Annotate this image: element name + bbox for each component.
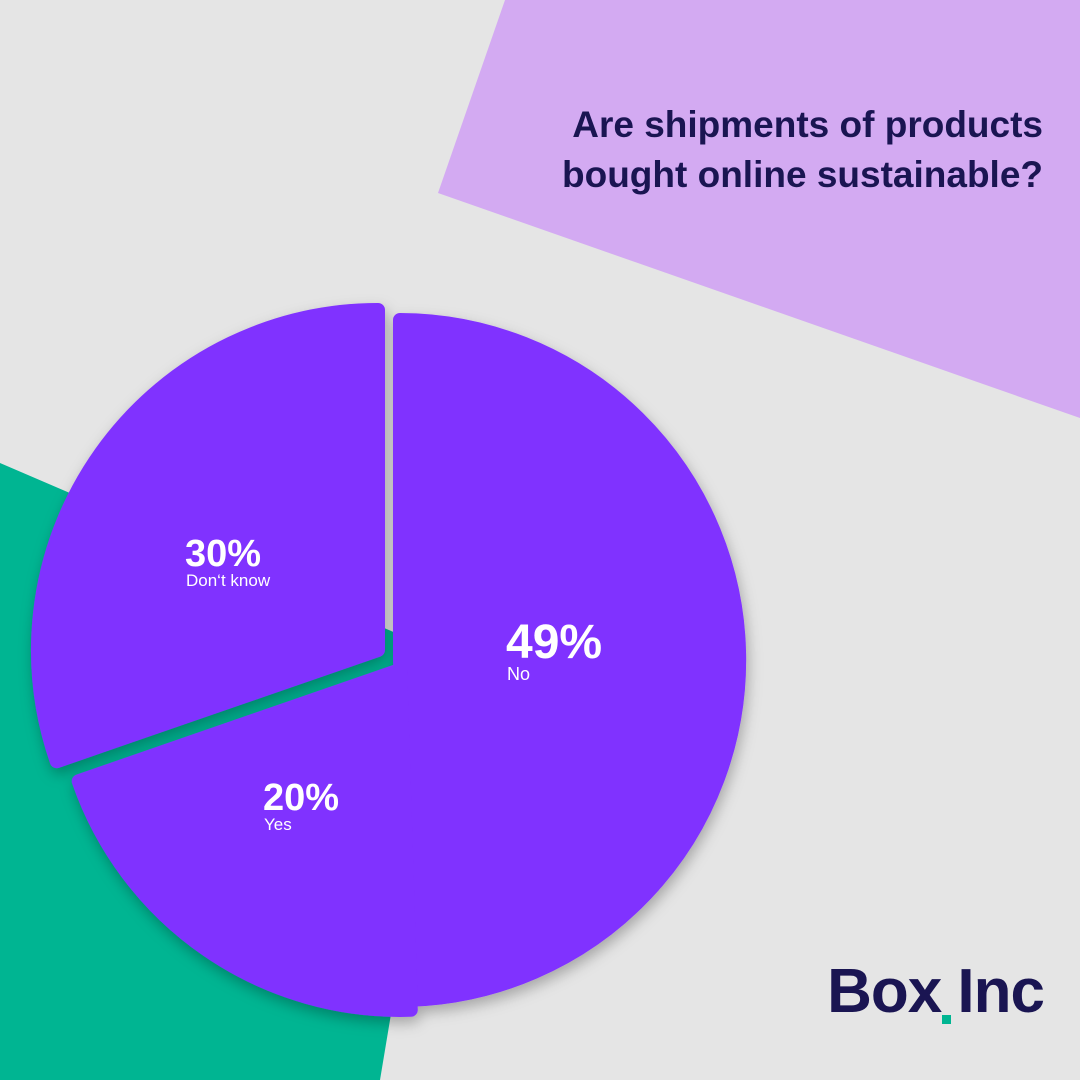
chart-title: Are shipments of products bought online … bbox=[403, 100, 1043, 200]
lavender-shape bbox=[438, 0, 1080, 418]
slice-category-label: Don‘t know bbox=[186, 571, 271, 590]
title-line-2: bought online sustainable? bbox=[562, 154, 1043, 195]
slice-category-label: Yes bbox=[264, 815, 292, 834]
logo-accent-dot bbox=[942, 1015, 952, 1024]
slice-percent-label: 20% bbox=[263, 777, 339, 819]
title-line-1: Are shipments of products bbox=[572, 104, 1043, 145]
pie-slice-yes bbox=[71, 663, 418, 1017]
pie-slice-don-t-know bbox=[31, 303, 385, 769]
pie-slice-no bbox=[393, 313, 747, 1007]
slice-category-label: No bbox=[507, 664, 530, 684]
slice-percent-label: 49% bbox=[506, 616, 602, 669]
brand-name: Box Inc bbox=[827, 957, 1045, 1026]
slice-percent-label: 30% bbox=[185, 533, 261, 575]
brand-logo: Box Inc bbox=[827, 952, 1045, 1032]
